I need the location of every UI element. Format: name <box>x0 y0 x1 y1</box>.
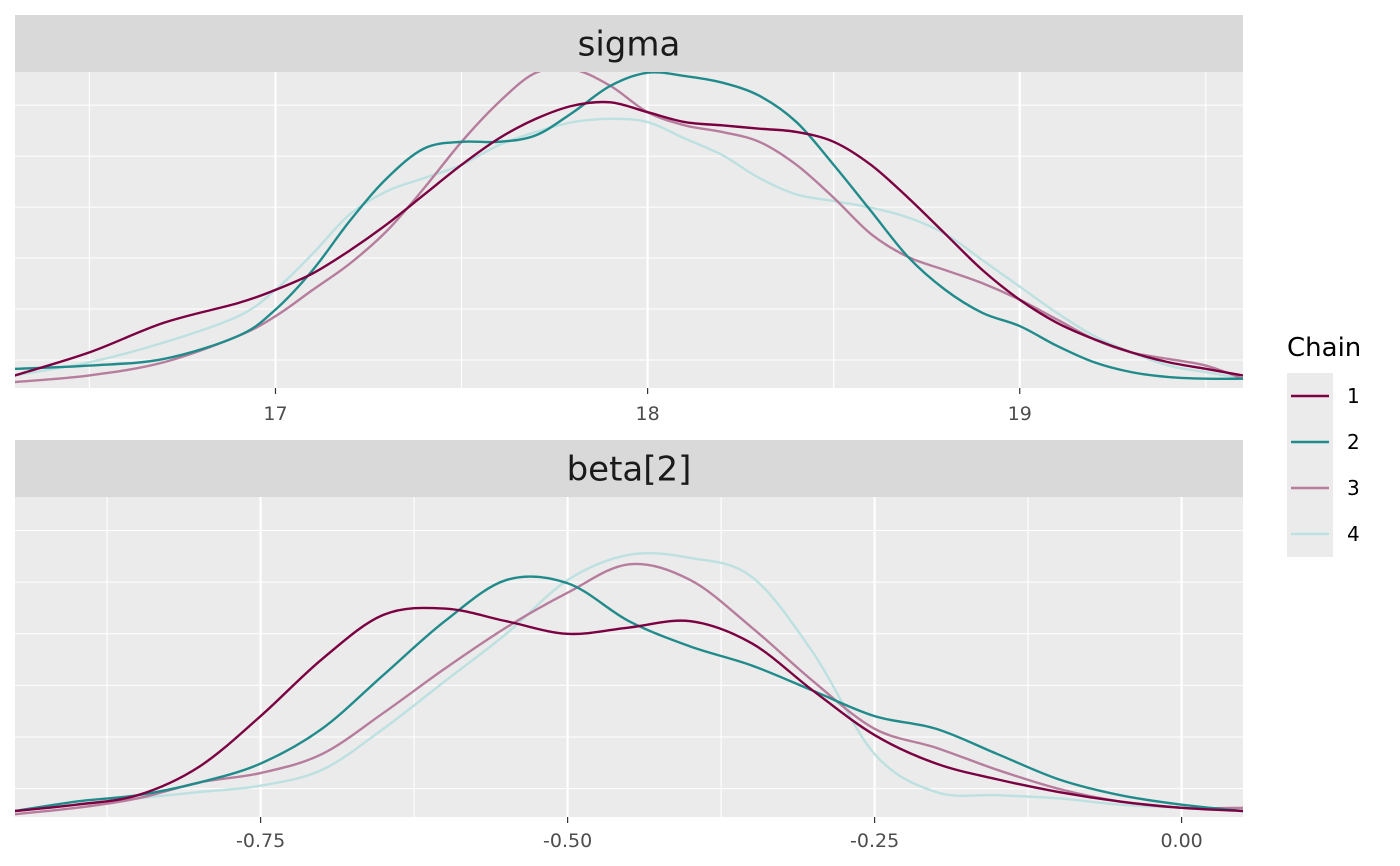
x-tick-label: 17 <box>263 403 287 425</box>
x-tick-label: -0.50 <box>543 830 592 852</box>
facet-strip-label: beta[2] <box>567 450 692 490</box>
density-line-chain-3 <box>15 72 1243 384</box>
legend-label: 1 <box>1347 384 1360 408</box>
x-axis: -0.75 -0.50 -0.25 0.00 <box>236 817 1203 852</box>
facet-strip-label: sigma <box>578 25 681 65</box>
gridlines <box>15 72 1243 388</box>
x-tick-label: -0.25 <box>850 830 899 852</box>
facet-strip <box>15 15 1243 72</box>
density-line-chain-2 <box>15 72 1243 381</box>
facet-strip <box>15 440 1243 497</box>
legend: Chain 1 2 3 4 <box>1287 333 1361 557</box>
density-line-chain-4 <box>15 117 1243 380</box>
series-group <box>15 72 1243 384</box>
legend-label: 3 <box>1347 476 1360 500</box>
x-axis: 17 18 19 <box>263 388 1032 425</box>
x-tick-label: 0.00 <box>1160 830 1202 852</box>
density-line-chain-4 <box>15 551 1243 813</box>
x-tick-label: 18 <box>636 403 660 425</box>
panel-background <box>15 497 1243 817</box>
facet-panel-2: beta[2] -0.75 -0.50 -0.25 0.00 <box>15 440 1243 852</box>
legend-title: Chain <box>1287 333 1361 363</box>
facet-panel-1: sigma 17 18 19 <box>15 15 1243 425</box>
legend-label: 2 <box>1347 430 1360 454</box>
x-tick-label: 19 <box>1008 403 1032 425</box>
series-group <box>15 551 1243 816</box>
legend-key-background <box>1287 373 1333 557</box>
density-line-chain-1 <box>15 100 1243 377</box>
density-line-chain-3 <box>15 562 1243 816</box>
density-line-chain-2 <box>15 575 1243 813</box>
legend-label: 4 <box>1347 522 1360 546</box>
gridlines <box>15 497 1243 817</box>
density-line-chain-1 <box>15 606 1243 813</box>
x-tick-label: -0.75 <box>236 830 285 852</box>
